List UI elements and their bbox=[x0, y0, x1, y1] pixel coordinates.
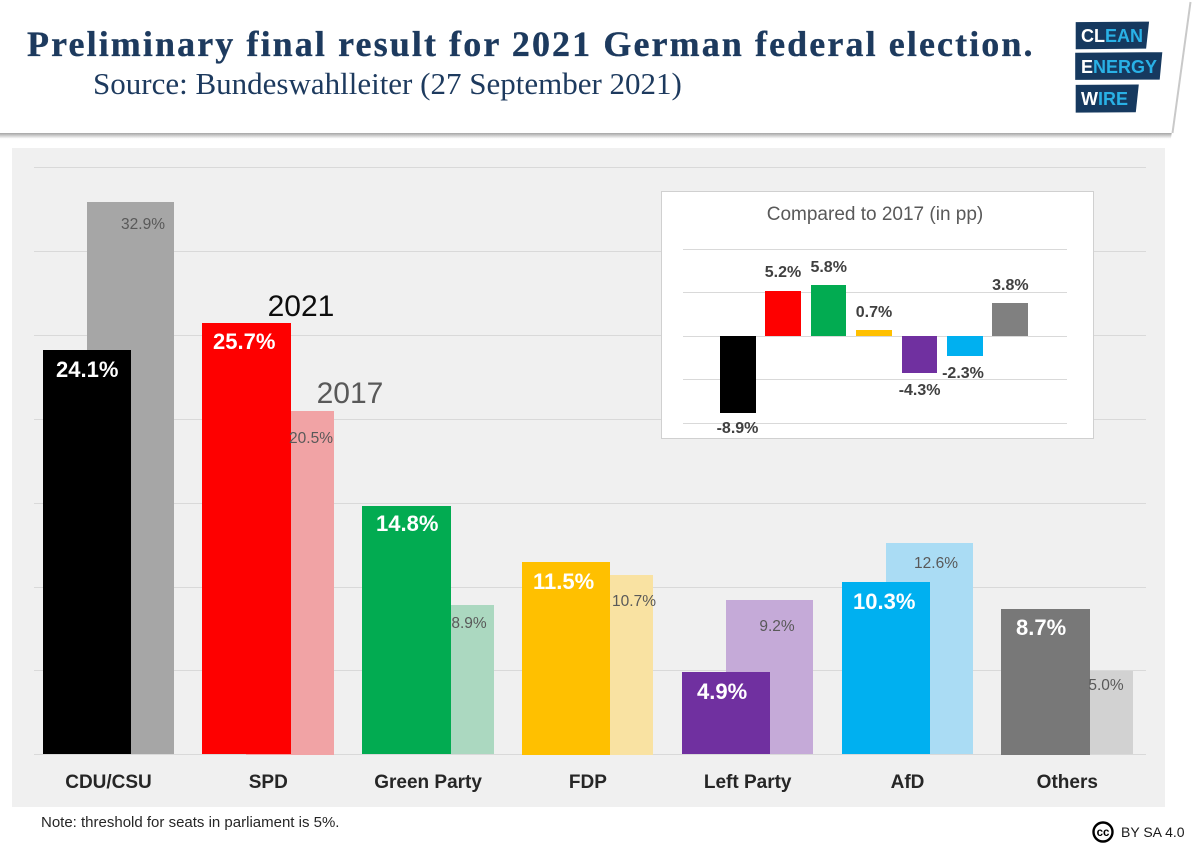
svg-text:CLEAN: CLEAN bbox=[1081, 26, 1143, 46]
svg-text:ENERGY: ENERGY bbox=[1081, 57, 1157, 77]
svg-text:WIRE: WIRE bbox=[1081, 89, 1128, 109]
svg-text:cc: cc bbox=[1097, 827, 1110, 839]
